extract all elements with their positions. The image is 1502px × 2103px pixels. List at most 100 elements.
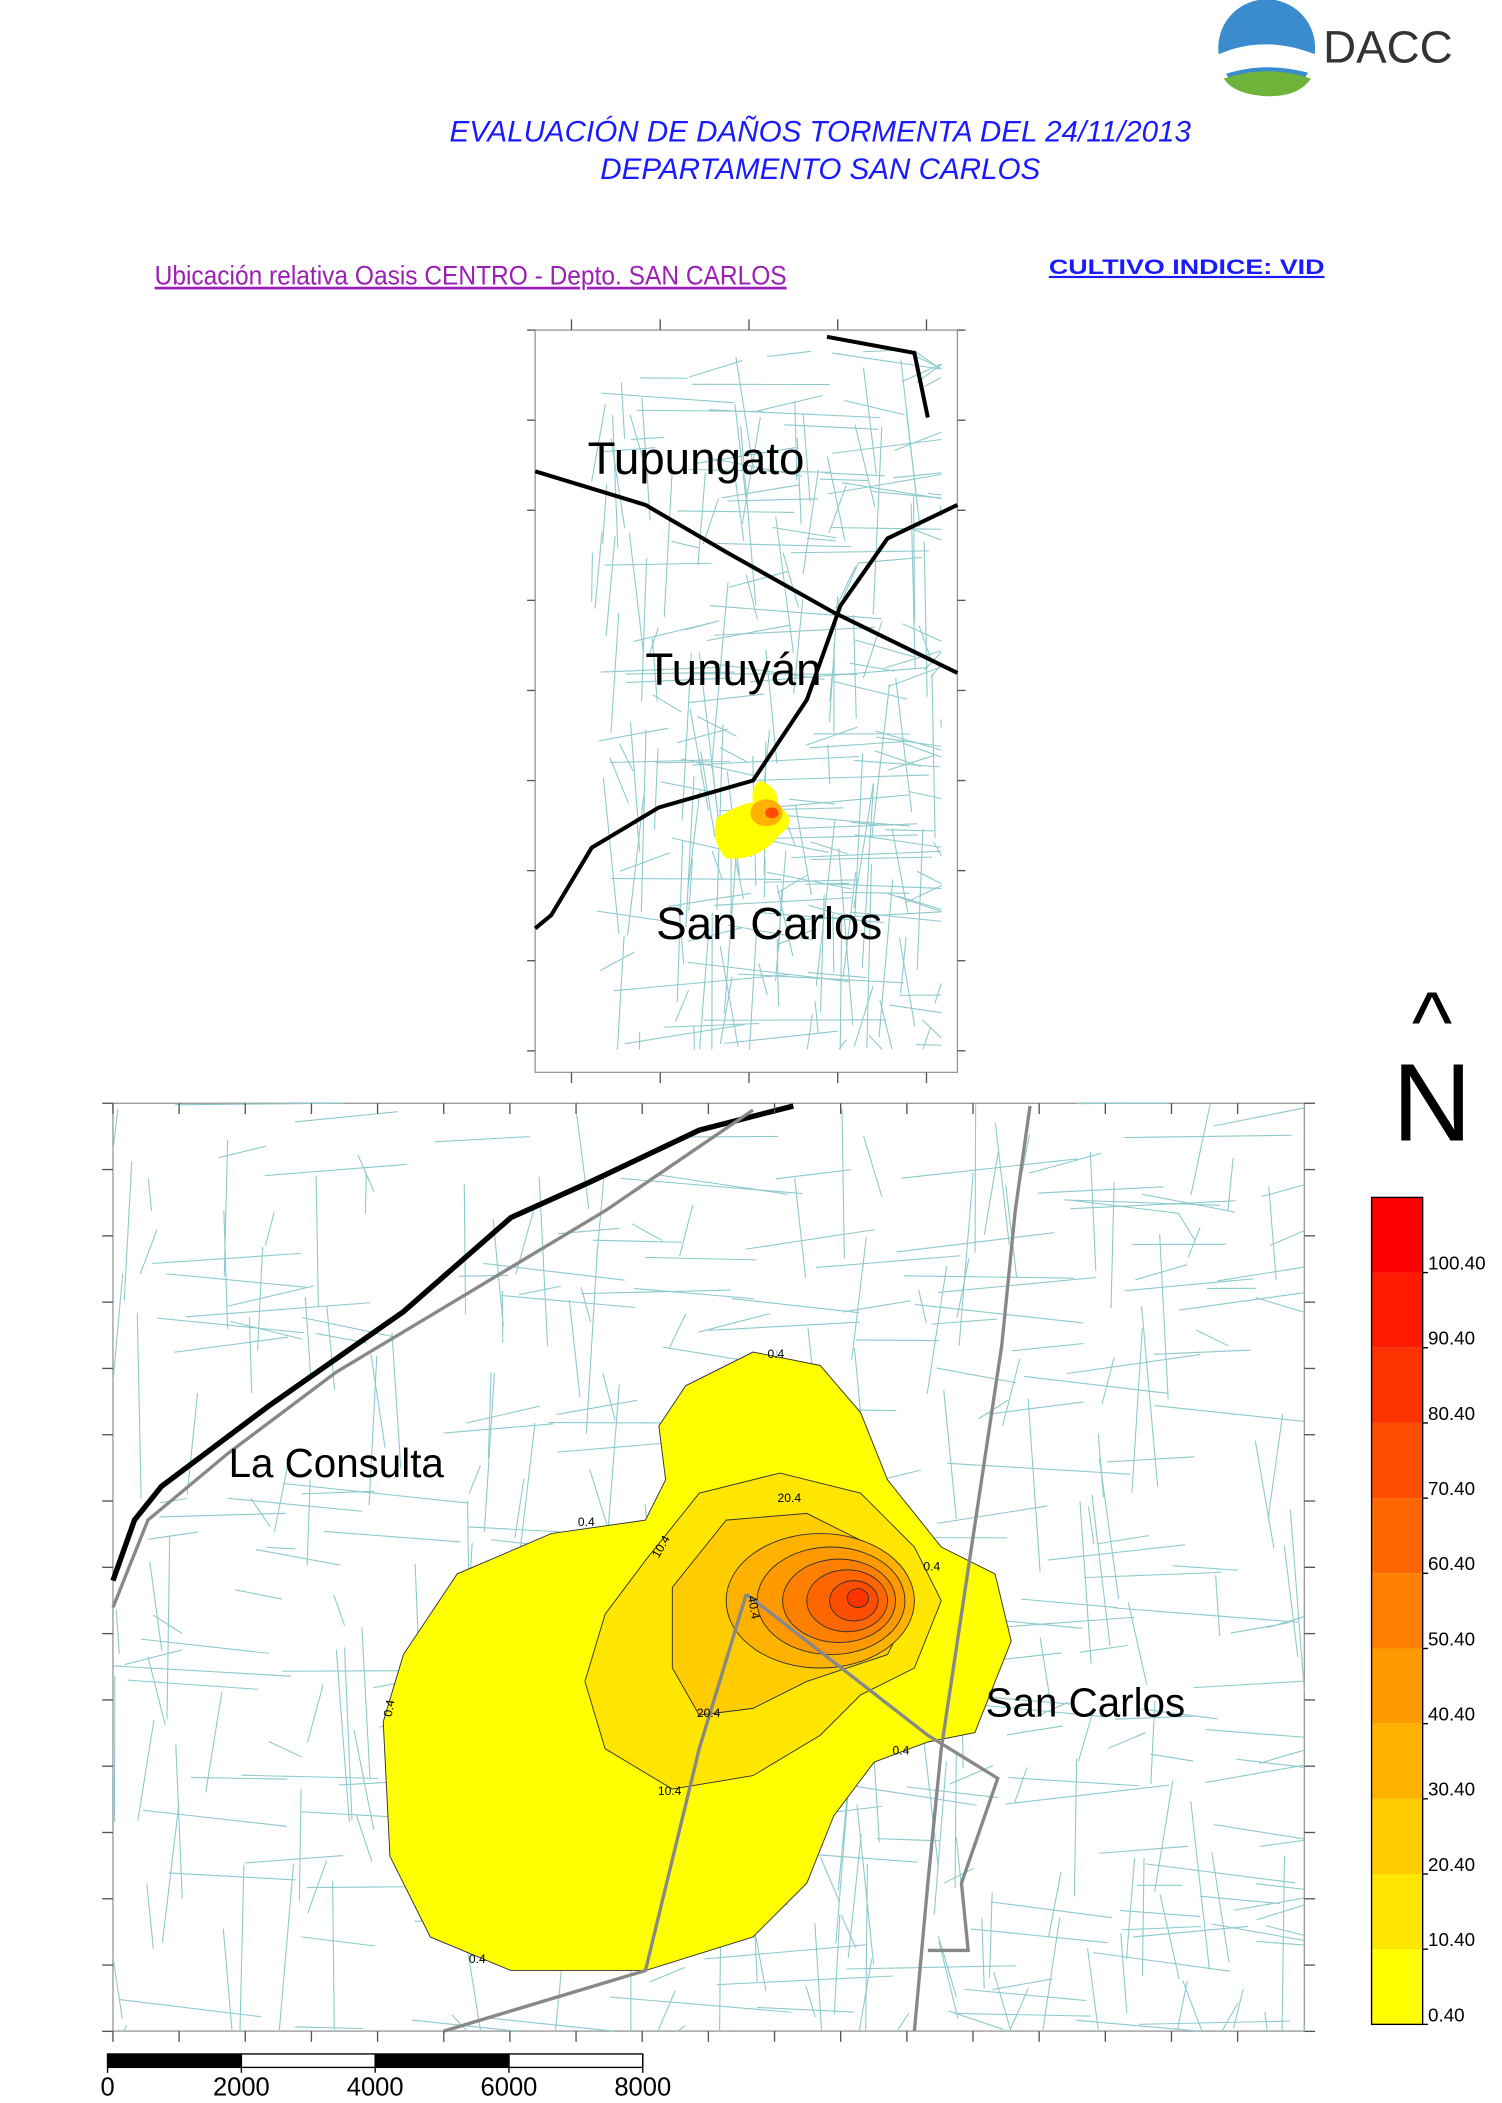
street [933,1761,947,1915]
street [612,415,619,548]
street [1190,1104,1211,1196]
north-letter: N [1392,1041,1472,1164]
street [484,2017,614,2032]
contour-label: 0.4 [469,1952,486,1966]
street [605,535,616,636]
street [922,1026,931,1050]
street [862,1135,883,1197]
street [711,582,729,769]
place-label: La Consulta [229,1440,445,1486]
street [112,1108,119,1151]
legend-label: 70.40 [1428,1478,1475,1499]
logo-band [1218,44,1316,75]
street [708,1321,860,1331]
street [113,1665,292,1677]
street [746,774,929,782]
street [688,360,743,378]
street [668,892,752,907]
street [629,721,639,818]
scale-segment [240,2053,376,2069]
street [698,1313,770,1333]
street [463,1184,467,1315]
street [631,1223,663,1241]
street [754,834,918,840]
street [678,904,685,965]
street [790,550,930,554]
contour-label: 0.4 [767,1347,784,1361]
street [688,468,831,473]
legend-label: 90.40 [1428,1328,1475,1349]
street [891,828,909,914]
street [576,1114,590,1209]
street [698,652,720,830]
street [1258,1749,1305,1764]
street [806,537,836,542]
street [598,727,669,742]
street [684,1135,778,1138]
street [885,829,934,832]
street [915,1044,942,1046]
street [451,2014,468,2032]
street [1048,1872,1062,1937]
road [745,1592,1000,1953]
street [904,1275,1075,1279]
street [1038,1186,1164,1194]
street [519,1422,536,1554]
street [878,879,894,1038]
legend-band [1371,1573,1423,1649]
street [1042,1917,1061,2032]
street [655,760,731,764]
scale-bar: 0 2000 4000 6000 8000 [100,2053,671,2102]
street [1268,1186,1277,1281]
street [852,615,857,719]
street [278,1863,295,2032]
street [847,1834,862,1958]
street [915,1303,1084,1324]
place-label: San Carlos [986,1679,1186,1725]
street [1024,1375,1168,1394]
legend-band [1371,1197,1423,1273]
street [910,503,916,670]
street [908,791,942,800]
street [255,1549,341,1566]
street [343,1647,353,1821]
street [1087,1506,1095,1545]
street [707,457,802,477]
street [663,472,673,618]
place-label: San Carlos [656,898,882,949]
street [669,1313,687,1348]
street [1121,1925,1201,1931]
street [763,858,766,898]
street [844,399,905,416]
scale-label: 0 [100,2074,114,2102]
street [1131,1328,1143,1493]
street [595,1176,605,1264]
street [933,841,942,857]
street [604,562,712,566]
legend-label: 0.40 [1428,2004,1465,2025]
color-legend: 0.40 10.40 20.40 30.40 40.40 50.40 60.40 70.40 8… [1370,1196,1486,2025]
street [826,456,846,541]
street [814,1000,819,1034]
street [1195,1329,1229,1347]
street [1289,1509,1305,1692]
street [820,894,825,1012]
street [711,850,724,881]
street [872,426,883,615]
street [758,963,768,996]
street [1140,1708,1218,1720]
contour-label: 20.4 [778,1491,802,1505]
street [601,392,735,404]
street [719,976,733,1045]
street [610,612,620,733]
street [750,666,929,683]
street [833,1914,841,2014]
street [148,1531,199,1540]
street [716,1975,893,1986]
street [1124,1134,1292,1139]
street [893,472,942,479]
subtitle: Ubicación relativa Oasis CENTRO - Depto.… [155,261,787,291]
street [628,532,644,653]
street [1205,1764,1305,1784]
